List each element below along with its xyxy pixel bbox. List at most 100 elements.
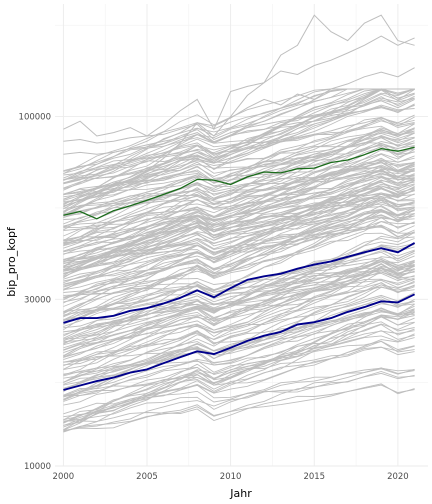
background-series-line	[63, 193, 415, 268]
highlight-series-line	[63, 146, 415, 220]
background-series-line	[63, 303, 415, 433]
background-series-line	[63, 312, 415, 402]
background-series-line	[63, 35, 415, 137]
background-series-line	[63, 367, 415, 422]
highlight-series-group	[63, 146, 416, 391]
background-series-line	[63, 198, 415, 301]
background-series-line	[63, 279, 415, 343]
background-series-line	[63, 169, 415, 276]
background-series-line	[63, 286, 415, 313]
y-axis-title: bip_pro_kopf	[5, 226, 18, 297]
background-series-line	[63, 261, 415, 346]
background-series-line	[63, 280, 415, 363]
highlight-series-line	[63, 293, 416, 391]
background-series-line	[63, 88, 415, 174]
background-series-line	[63, 259, 415, 298]
background-series-line	[63, 251, 415, 358]
y-tick-label: 10000	[24, 462, 51, 472]
background-series-line	[63, 262, 415, 339]
background-series-line	[63, 144, 415, 207]
background-series-line	[63, 166, 415, 271]
background-series-line	[63, 177, 415, 275]
background-series-line	[63, 307, 415, 385]
background-series-line	[63, 88, 415, 185]
background-series-line	[63, 270, 415, 337]
background-series-line	[63, 180, 415, 314]
background-series-line	[63, 232, 415, 285]
background-series-line	[63, 330, 415, 421]
background-series-line	[63, 267, 415, 316]
background-series-line	[63, 67, 415, 172]
background-series-line	[63, 127, 415, 260]
background-series-line	[63, 146, 415, 267]
background-series-line	[63, 300, 415, 366]
background-series-line	[63, 221, 415, 280]
background-series-line	[63, 199, 415, 287]
background-series-line	[63, 268, 415, 389]
background-series-line	[63, 204, 415, 299]
x-tick-label: 2015	[303, 472, 325, 482]
background-series-line	[63, 129, 415, 216]
background-series-line	[63, 243, 415, 361]
background-series-line	[63, 308, 415, 363]
background-series-line	[63, 231, 415, 370]
background-series-line	[63, 201, 415, 267]
background-series-line	[63, 172, 415, 245]
x-tick-label: 2020	[387, 472, 409, 482]
background-series-line	[63, 164, 415, 213]
background-series-line	[63, 176, 415, 264]
background-series-line	[63, 281, 415, 397]
background-series-line	[63, 97, 415, 212]
background-series-line	[63, 261, 415, 383]
background-series-line	[63, 284, 415, 386]
background-series-line	[63, 145, 415, 252]
x-tick-label: 2005	[136, 472, 158, 482]
background-series-line	[63, 210, 415, 303]
background-series-line	[63, 88, 415, 191]
background-series-line	[63, 197, 415, 291]
background-series-group	[63, 14, 415, 433]
background-series-line	[63, 105, 415, 195]
x-axis-ticks: 2000 2005 2010 2015 2020	[53, 472, 409, 482]
background-series-line	[63, 257, 415, 345]
background-series-line	[63, 116, 415, 231]
background-series-line	[63, 285, 415, 392]
background-series-line	[63, 181, 415, 285]
y-axis-ticks: 10000 30000 100000	[19, 113, 51, 472]
background-series-line	[63, 221, 415, 313]
background-series-line	[63, 123, 415, 242]
background-series-line	[63, 137, 415, 242]
background-series-line	[63, 384, 415, 422]
background-series-line	[63, 88, 415, 205]
background-series-line	[63, 212, 415, 315]
background-series-line	[63, 95, 415, 216]
background-series-line	[63, 255, 415, 321]
background-series-line	[63, 197, 415, 242]
background-series-line	[63, 311, 415, 427]
background-series-line	[63, 159, 415, 268]
background-series-line	[63, 372, 415, 432]
background-series-line	[63, 88, 415, 200]
background-series-line	[63, 224, 415, 298]
background-series-line	[63, 182, 415, 265]
background-series-line	[63, 340, 415, 423]
x-tick-label: 2000	[53, 472, 75, 482]
background-series-line	[63, 324, 415, 424]
x-axis-title: Jahr	[229, 487, 252, 500]
background-series-line	[63, 267, 415, 333]
background-series-line	[63, 116, 415, 227]
background-series-line	[63, 346, 415, 397]
background-series-line	[63, 88, 415, 175]
background-series-line	[63, 337, 415, 426]
background-series-line	[63, 195, 415, 331]
background-series-line	[63, 190, 415, 317]
background-series-line	[63, 208, 415, 304]
background-series-line	[63, 321, 415, 406]
background-series-line	[63, 104, 415, 172]
background-series-line	[63, 164, 415, 274]
background-series-line	[63, 128, 415, 255]
background-series-line	[63, 88, 415, 184]
background-series-line	[63, 309, 415, 390]
background-series-line	[63, 132, 415, 196]
